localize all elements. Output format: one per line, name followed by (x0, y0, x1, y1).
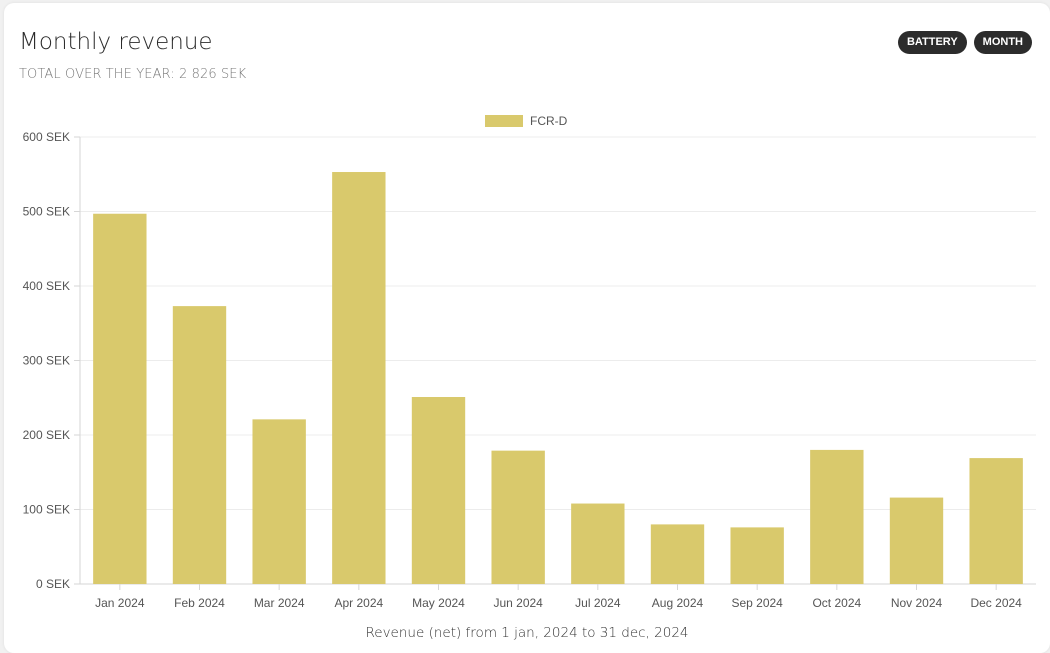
bar (650, 524, 705, 584)
y-tick-label: 300 SEK (23, 354, 70, 368)
bar (332, 172, 386, 584)
x-tick-label: Jun 2024 (493, 596, 543, 610)
y-tick-label: 600 SEK (23, 130, 70, 144)
page-title: Monthly revenue (19, 29, 213, 55)
y-tick-label: 400 SEK (23, 279, 70, 293)
bar (969, 458, 1023, 584)
bar (252, 419, 306, 584)
y-tick-label: 200 SEK (23, 428, 70, 442)
bar (411, 397, 466, 584)
x-tick-label: May 2024 (412, 596, 465, 610)
y-tick-label: 500 SEK (23, 205, 70, 219)
x-tick-label: Dec 2024 (970, 596, 1022, 610)
x-tick-label: Jan 2024 (95, 596, 145, 610)
filter-pills: BATTERY MONTH (897, 31, 1032, 54)
bar (172, 306, 227, 584)
x-tick-label: Feb 2024 (174, 596, 225, 610)
month-button[interactable]: MONTH (973, 31, 1032, 54)
x-tick-label: Apr 2024 (334, 596, 383, 610)
y-tick-label: 100 SEK (23, 503, 70, 517)
x-axis-title: Revenue (net) from 1 jan, 2024 to 31 dec… (365, 625, 688, 641)
y-tick-label: 0 SEK (36, 577, 70, 591)
x-tick-label: Aug 2024 (652, 596, 704, 610)
legend-label: FCR-D (530, 114, 568, 128)
x-tick-label: Sep 2024 (731, 596, 783, 610)
bar (730, 527, 784, 584)
total-summary: TOTAL OVER THE YEAR: 2 826 SEK (19, 67, 247, 82)
bar (889, 497, 944, 584)
x-tick-label: Nov 2024 (891, 596, 943, 610)
bar (571, 503, 625, 584)
x-tick-label: Jul 2024 (575, 596, 621, 610)
bar (810, 449, 864, 584)
legend-swatch (485, 115, 523, 127)
battery-button[interactable]: BATTERY (897, 31, 967, 54)
bar (93, 213, 147, 585)
x-tick-label: Oct 2024 (812, 596, 861, 610)
x-tick-label: Mar 2024 (254, 596, 305, 610)
bar (491, 450, 545, 584)
